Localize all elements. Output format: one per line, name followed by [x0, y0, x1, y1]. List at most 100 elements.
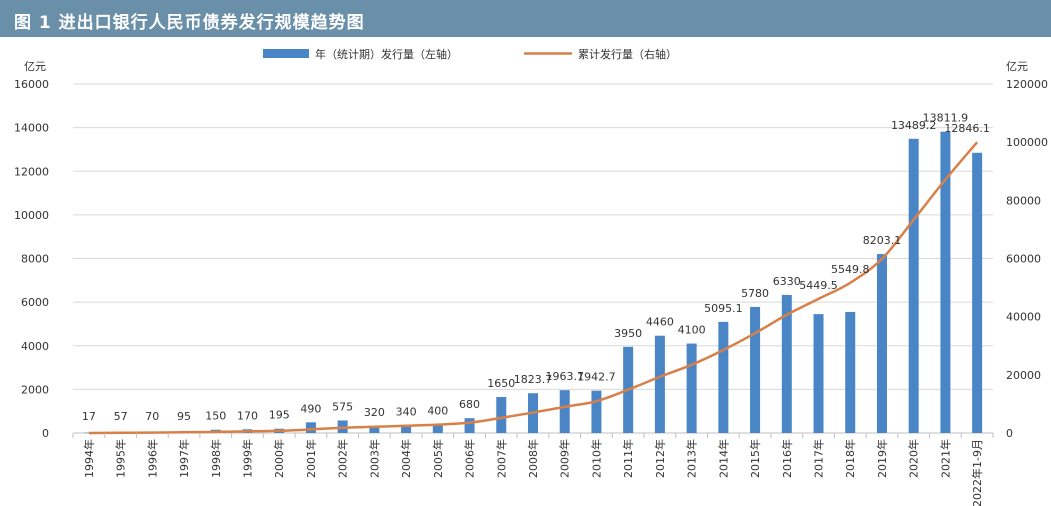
left-tick-label: 8000	[21, 253, 49, 266]
x-tick-label: 2018年	[843, 439, 857, 478]
right-tick-label: 80000	[1006, 194, 1041, 207]
bar	[464, 418, 475, 433]
bar	[496, 397, 507, 433]
left-tick-label: 4000	[21, 340, 49, 353]
x-tick-label: 2022年1-9月	[970, 439, 984, 506]
data-label: 490	[300, 402, 321, 415]
left-tick-label: 14000	[14, 122, 49, 135]
data-label: 5095.1	[704, 302, 743, 315]
left-tick-label: 2000	[21, 383, 49, 396]
bar	[718, 321, 729, 433]
left-axis-unit: 亿元	[24, 60, 46, 73]
chart-title: 图 1 进出口银行人民币债券发行规模趋势图	[14, 13, 365, 33]
bar	[686, 343, 697, 433]
data-label: 12846.1	[944, 122, 990, 135]
bar	[845, 311, 856, 433]
x-tick-label: 2001年	[304, 439, 318, 478]
data-label: 340	[396, 406, 417, 419]
x-tick-label: 2003年	[367, 439, 381, 478]
left-tick-label: 16000	[14, 78, 49, 91]
right-tick-label: 20000	[1006, 369, 1041, 382]
x-tick-label: 2005年	[431, 439, 445, 478]
data-label: 1942.7	[577, 371, 616, 384]
data-label: 17	[82, 410, 96, 423]
legend-bar-label: 年（统计期）发行量（左轴）	[315, 47, 458, 61]
right-tick-label: 0	[1006, 427, 1013, 440]
data-label: 400	[427, 404, 448, 417]
data-label: 1823.7	[514, 373, 553, 386]
data-label: 13489.2	[891, 119, 937, 132]
x-tick-label: 2015年	[748, 439, 762, 478]
line-series	[88, 141, 979, 435]
data-label: 5780	[741, 287, 769, 300]
x-tick-label: 2012年	[653, 439, 667, 478]
data-label: 8203.1	[863, 234, 902, 247]
data-label: 5549.8	[831, 263, 870, 276]
bar	[781, 294, 792, 433]
legend: 年（统计期）发行量（左轴） 累计发行量（右轴）	[263, 47, 677, 61]
data-label: 150	[205, 410, 226, 423]
legend-bar-swatch	[263, 49, 309, 58]
left-tick-label: 6000	[21, 296, 49, 309]
x-tick-label: 2020年	[907, 439, 921, 478]
data-label: 95	[177, 410, 191, 423]
x-tick-label: 1999年	[240, 439, 254, 478]
x-tick-label: 1995年	[114, 439, 128, 478]
bar	[876, 254, 887, 433]
left-tick-label: 12000	[14, 165, 49, 178]
right-tick-label: 40000	[1006, 311, 1041, 324]
data-label: 57	[114, 410, 128, 423]
data-label: 5449.5	[799, 279, 838, 292]
x-tick-label: 2017年	[812, 439, 826, 478]
x-tick-label: 2016年	[780, 439, 794, 478]
data-label: 170	[237, 409, 258, 422]
bar	[813, 314, 824, 433]
bar	[750, 306, 761, 433]
left-tick-label: 0	[42, 427, 49, 440]
data-label: 680	[459, 398, 480, 411]
data-label: 1963.7	[545, 370, 584, 383]
bar	[972, 152, 983, 434]
legend-line-label: 累计发行量（右轴）	[578, 47, 677, 61]
axes: 亿元 亿元 0200040006000800010000120001400016…	[14, 60, 1048, 506]
data-label: 4100	[678, 324, 706, 337]
bar-series	[83, 131, 983, 434]
x-tick-label: 2010年	[589, 439, 603, 478]
data-label: 195	[269, 409, 290, 422]
right-axis-unit: 亿元	[1006, 60, 1028, 73]
bar	[432, 424, 443, 433]
data-label: 13811.9	[923, 112, 969, 125]
data-labels: 17 57 70 95 150 170 195 490 575 320 340 400 68016501…	[82, 112, 990, 423]
left-tick-label: 10000	[14, 209, 49, 222]
bar	[940, 131, 951, 433]
x-tick-label: 2013年	[685, 439, 699, 478]
x-tick-label: 2011年	[621, 439, 635, 478]
x-tick-label: 2007年	[494, 439, 508, 478]
cumulative-line	[88, 141, 979, 435]
data-label: 575	[332, 400, 353, 413]
right-tick-label: 100000	[1006, 136, 1048, 149]
data-label: 70	[145, 410, 159, 423]
x-tick-label: 2004年	[399, 439, 413, 478]
x-tick-label: 2009年	[558, 439, 572, 478]
data-label: 3950	[614, 327, 642, 340]
bar	[305, 422, 316, 433]
right-tick-label: 60000	[1006, 253, 1041, 266]
x-tick-label: 2019年	[875, 439, 889, 478]
x-tick-label: 2021年	[938, 439, 952, 478]
bar	[654, 335, 665, 433]
x-tick-label: 2002年	[336, 439, 350, 478]
data-label: 4460	[646, 316, 674, 329]
x-tick-label: 2006年	[463, 439, 477, 478]
x-tick-label: 2014年	[716, 439, 730, 478]
x-tick-label: 1997年	[177, 439, 191, 478]
data-label: 6330	[773, 275, 801, 288]
bar	[369, 426, 380, 433]
bar	[559, 390, 570, 433]
x-tick-label: 1998年	[209, 439, 223, 478]
data-label: 1650	[487, 377, 515, 390]
x-tick-label: 2008年	[526, 439, 540, 478]
title-bar: 图 1 进出口银行人民币债券发行规模趋势图	[0, 0, 1051, 37]
